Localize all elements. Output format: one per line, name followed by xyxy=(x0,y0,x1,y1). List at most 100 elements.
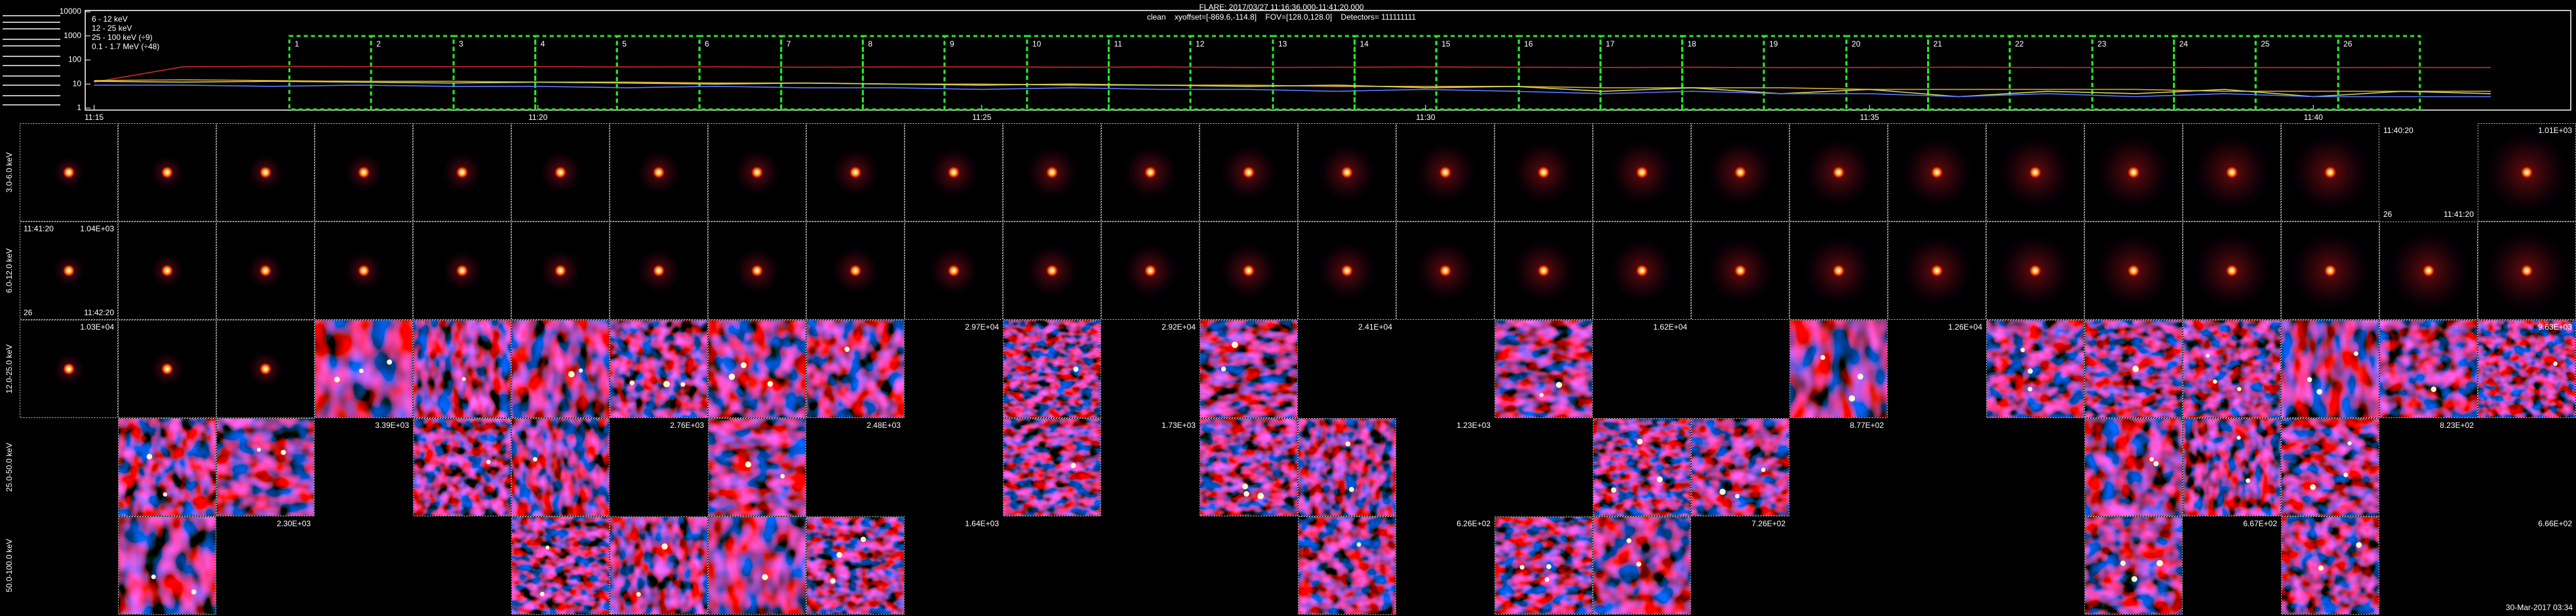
source-dot xyxy=(2206,353,2210,358)
cell-border xyxy=(1593,221,1691,320)
source-dot xyxy=(387,359,393,365)
cell-border xyxy=(610,320,708,418)
interval-box xyxy=(698,35,783,111)
image-cell xyxy=(1200,123,1298,221)
cell-label: 11:41:20 xyxy=(2444,210,2474,219)
y-tick-label: 1000 xyxy=(64,31,81,40)
image-cell xyxy=(511,516,610,615)
image-cell xyxy=(1691,123,1789,221)
interval-label: 19 xyxy=(1769,39,1778,48)
noise-image xyxy=(414,320,511,417)
source-dot xyxy=(2245,478,2251,484)
noise-image xyxy=(807,320,904,417)
source-dot xyxy=(2236,387,2242,392)
cell-border xyxy=(1789,123,1888,221)
cell-border xyxy=(20,221,118,320)
image-cell xyxy=(806,320,905,418)
cell-border xyxy=(2084,123,2183,221)
cell-border xyxy=(1789,320,1888,418)
image-cell xyxy=(2379,221,2478,320)
source-dot xyxy=(836,552,842,558)
cell-border xyxy=(1003,123,1101,221)
source-core xyxy=(2324,166,2336,178)
cell-border xyxy=(610,221,708,320)
image-cell xyxy=(1986,221,2084,320)
cell-label: 2.97E+04 xyxy=(965,322,999,332)
image-cell xyxy=(1298,221,1396,320)
noise-image xyxy=(807,517,904,614)
image-cell xyxy=(511,123,610,221)
source-core xyxy=(1046,265,1058,277)
interval-box xyxy=(615,35,701,111)
interval-label: 18 xyxy=(1687,39,1696,48)
source-dot xyxy=(762,574,768,581)
source-dot xyxy=(1555,381,1563,388)
source-dot xyxy=(728,374,735,380)
interval-label: 26 xyxy=(2343,39,2352,48)
image-cell xyxy=(118,123,216,221)
source-dot xyxy=(1637,438,1643,445)
source-dot xyxy=(1257,492,1264,499)
source-dot xyxy=(2307,377,2313,383)
cell-border xyxy=(1986,123,2084,221)
image-cell xyxy=(511,320,610,418)
source-core xyxy=(1046,166,1058,178)
x-tick-label: 11:35 xyxy=(1860,113,1879,122)
interval-label: 21 xyxy=(1933,39,1942,48)
noise-image xyxy=(1004,320,1101,417)
source-dot xyxy=(1546,564,1551,569)
source-dot xyxy=(2027,368,2033,374)
header-title: FLARE: 2017/03/27 11:16:36.000-11:41:20.… xyxy=(1199,3,1363,12)
image-cell xyxy=(118,221,216,320)
cell-border xyxy=(413,418,511,516)
cell-border xyxy=(2281,320,2379,418)
noise-image xyxy=(217,419,314,516)
cell-label: 11:41:20 xyxy=(24,224,54,233)
cell-border xyxy=(216,123,315,221)
source-core xyxy=(1734,265,1746,277)
interval-box xyxy=(2254,35,2339,111)
source-core xyxy=(948,265,960,277)
image-cell xyxy=(2183,418,2281,516)
source-core xyxy=(849,265,861,277)
cell-label: 8.77E+02 xyxy=(1850,421,1884,430)
noise-image xyxy=(1495,517,1592,614)
image-cell xyxy=(413,320,511,418)
cell-label: 2.30E+03 xyxy=(277,519,311,528)
image-cell xyxy=(806,516,905,615)
cell-border xyxy=(118,320,216,418)
source-dot xyxy=(281,450,286,455)
image-cell xyxy=(2478,123,2576,221)
image-cell xyxy=(2084,123,2183,221)
image-cell xyxy=(1494,221,1593,320)
image-cell xyxy=(1396,221,1494,320)
cell-border xyxy=(1200,123,1298,221)
row-label: 50.0-100.0 keV xyxy=(5,539,14,592)
image-cell xyxy=(708,221,806,320)
cell-label: 6.67E+02 xyxy=(2243,519,2277,528)
source-dot xyxy=(163,492,168,497)
source-dot xyxy=(1243,491,1249,497)
noise-image xyxy=(1004,419,1101,516)
interval-label: 9 xyxy=(950,39,954,48)
light-curve xyxy=(94,81,2491,98)
y-tick-label: 1 xyxy=(77,103,81,112)
source-dot xyxy=(146,453,153,459)
cell-border xyxy=(1789,221,1888,320)
cell-border xyxy=(1298,418,1396,516)
x-tick-label: 11:25 xyxy=(972,113,991,122)
image-cell xyxy=(1691,221,1789,320)
image-cell xyxy=(1200,418,1298,516)
image-cell xyxy=(1200,221,1298,320)
source-core xyxy=(948,166,960,178)
source-core xyxy=(161,265,173,277)
image-cell xyxy=(1888,221,1986,320)
source-dot xyxy=(1761,467,1766,472)
source-core xyxy=(2226,166,2238,178)
cell-border xyxy=(1494,320,1593,418)
source-dot xyxy=(2553,361,2558,366)
image-cell xyxy=(413,221,511,320)
source-core xyxy=(555,265,566,277)
source-core xyxy=(358,265,370,277)
cell-label: 7.26E+02 xyxy=(1751,519,1786,528)
